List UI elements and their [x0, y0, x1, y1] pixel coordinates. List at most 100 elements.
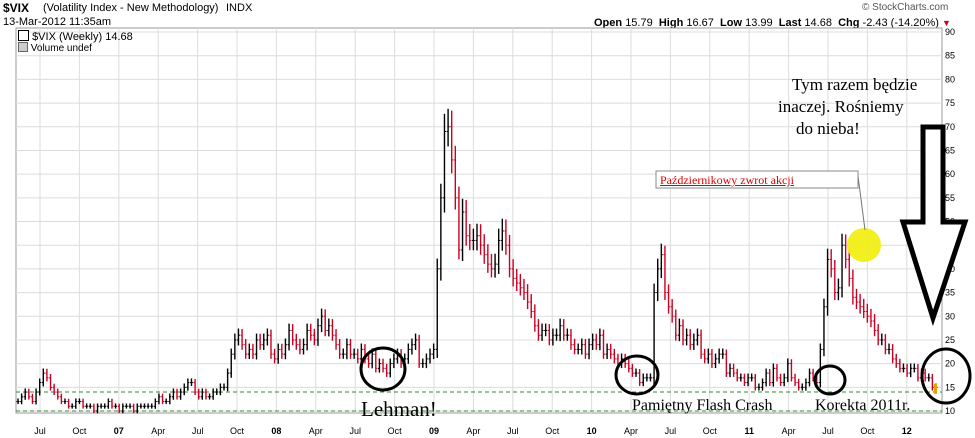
- price-bar: [652, 283, 656, 386]
- price-bar: [269, 329, 273, 359]
- price-bar: [85, 403, 89, 409]
- price-bar: [338, 339, 342, 359]
- x-tick-label: Apr: [309, 426, 323, 436]
- y-tick-label: 15: [945, 382, 955, 392]
- price-bar: [204, 388, 208, 400]
- price-bar: [356, 348, 360, 364]
- price-bar: [822, 298, 826, 357]
- down-arrow-icon: [899, 124, 969, 327]
- price-bar: [706, 348, 710, 364]
- price-bar: [410, 338, 414, 355]
- price-bar: [161, 393, 165, 405]
- price-bar: [887, 343, 891, 355]
- price-bar: [153, 398, 157, 409]
- price-bar: [854, 288, 858, 310]
- y-tick-label: 20: [945, 359, 955, 369]
- last-value: 14.68: [804, 17, 832, 29]
- price-bar: [171, 388, 175, 400]
- price-bar: [746, 373, 750, 387]
- korekta-circle: [813, 364, 847, 396]
- price-bar: [457, 186, 461, 260]
- price-bar: [518, 273, 522, 296]
- price-bar: [186, 378, 190, 391]
- x-tick-label: 12: [902, 426, 912, 436]
- price-bar: [576, 343, 580, 355]
- price-bar: [273, 348, 277, 364]
- price-bar: [645, 373, 649, 382]
- flash-crash-circle: [614, 354, 660, 396]
- price-bar: [77, 398, 81, 405]
- price-bar: [547, 324, 551, 346]
- price-bar: [695, 328, 699, 346]
- y-tick-label: 65: [945, 145, 955, 155]
- callout-pointer: [857, 175, 866, 231]
- price-bar: [265, 328, 269, 346]
- price-bar: [453, 145, 457, 210]
- price-bar: [41, 368, 45, 387]
- price-bar: [587, 338, 591, 360]
- price-bar: [800, 383, 804, 391]
- price-bar: [497, 228, 501, 274]
- price-bar: [862, 298, 866, 319]
- last-label: Last: [778, 17, 802, 29]
- price-bar: [612, 348, 616, 364]
- price-bar: [648, 373, 652, 382]
- price-bar: [605, 343, 609, 360]
- price-bar: [775, 364, 779, 382]
- x-tick-label: Jul: [34, 426, 46, 436]
- price-bars: [16, 108, 938, 414]
- price-bar: [392, 353, 396, 369]
- price-bar: [208, 393, 212, 400]
- price-bar: [349, 339, 353, 359]
- price-bar: [244, 339, 248, 359]
- price-bar: [96, 403, 100, 414]
- price-bar: [70, 403, 74, 409]
- x-tick-label: 07: [114, 426, 124, 436]
- support-lines: [16, 391, 942, 412]
- price-bar: [522, 278, 526, 301]
- price-bar: [489, 253, 493, 278]
- x-tick-label: 08: [271, 426, 281, 436]
- price-bar: [486, 244, 490, 273]
- price-bar: [446, 108, 450, 147]
- price-bar: [529, 294, 533, 319]
- price-bar: [106, 398, 110, 409]
- price-bar: [793, 373, 797, 386]
- price-bar: [38, 378, 42, 396]
- price-bar: [45, 368, 49, 382]
- high-label: High: [658, 17, 684, 29]
- y-tick-label: 80: [945, 74, 955, 84]
- x-axis-ticks: Jul Oct 07 Apr Jul Oct 08 Apr Jul Oct 09 Apr Jul Oct 1…: [34, 426, 912, 436]
- price-bar: [591, 333, 595, 351]
- price-bar: [898, 358, 902, 373]
- grid-layer: [16, 28, 942, 413]
- price-bar: [442, 113, 446, 213]
- price-bar: [580, 338, 584, 355]
- x-tick-label: 09: [429, 426, 439, 436]
- x-tick-label: Oct: [703, 426, 718, 436]
- x-tick-label: Apr: [624, 426, 638, 436]
- volume-legend-label: Volume undef: [30, 43, 92, 54]
- price-bar: [52, 383, 56, 396]
- price-bar: [779, 373, 783, 386]
- price-bar: [901, 363, 905, 373]
- price-bar: [771, 363, 775, 387]
- series-legend: $VIX (Weekly) 14.68: [18, 30, 133, 43]
- price-bar: [193, 378, 197, 396]
- lehman-circle: [359, 346, 407, 392]
- price-bar: [182, 383, 186, 396]
- y-tick-label: 25: [945, 335, 955, 345]
- price-bar: [262, 333, 266, 351]
- price-bar: [302, 338, 306, 355]
- price-bar: [638, 369, 642, 386]
- price-bar: [352, 348, 356, 359]
- volume-legend-swatch: [18, 42, 28, 52]
- price-bar: [34, 388, 38, 405]
- price-bar: [388, 358, 392, 378]
- price-bar: [927, 373, 931, 382]
- price-bar: [508, 234, 512, 278]
- price-bar: [688, 329, 692, 350]
- last-value-marker: [934, 383, 937, 394]
- price-bar: [49, 374, 53, 391]
- price-bar: [276, 343, 280, 364]
